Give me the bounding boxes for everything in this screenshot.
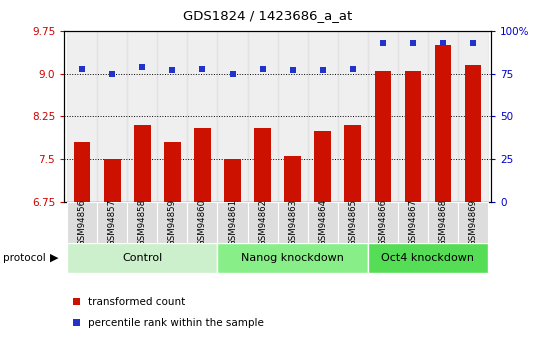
Bar — [368, 202, 398, 243]
Bar — [405, 71, 421, 202]
Point — [258, 66, 267, 71]
Bar — [428, 31, 458, 202]
Bar — [127, 202, 157, 243]
Bar — [224, 159, 241, 202]
Text: transformed count: transformed count — [88, 297, 185, 307]
Point — [168, 68, 177, 73]
Bar — [218, 243, 368, 273]
Bar — [398, 202, 428, 243]
Bar — [368, 31, 398, 202]
Bar — [218, 202, 248, 243]
Text: GSM94860: GSM94860 — [198, 199, 207, 246]
Text: GSM94857: GSM94857 — [108, 199, 117, 246]
Bar — [285, 156, 301, 202]
Bar — [398, 31, 428, 202]
Bar — [248, 202, 278, 243]
Bar — [458, 31, 488, 202]
Bar — [157, 202, 187, 243]
Point — [348, 66, 357, 71]
Bar — [127, 31, 157, 202]
Bar — [307, 202, 338, 243]
Bar — [187, 31, 218, 202]
Bar — [435, 45, 451, 202]
Bar — [97, 31, 127, 202]
Bar — [428, 202, 458, 243]
Text: GSM94863: GSM94863 — [288, 199, 297, 246]
Point — [408, 40, 417, 46]
Text: GDS1824 / 1423686_a_at: GDS1824 / 1423686_a_at — [183, 9, 353, 22]
Text: GSM94858: GSM94858 — [138, 199, 147, 246]
Point — [318, 68, 327, 73]
Text: GSM94869: GSM94869 — [469, 199, 478, 246]
Bar — [164, 142, 181, 202]
Bar — [194, 128, 211, 202]
Bar — [465, 65, 481, 202]
Bar — [314, 131, 331, 202]
Point — [288, 68, 297, 73]
Text: GSM94865: GSM94865 — [348, 199, 357, 246]
Text: Control: Control — [122, 253, 162, 263]
Bar — [338, 202, 368, 243]
Bar — [307, 31, 338, 202]
Bar — [67, 202, 97, 243]
Point — [228, 71, 237, 77]
Bar — [338, 31, 368, 202]
Text: Nanog knockdown: Nanog knockdown — [241, 253, 344, 263]
Text: GSM94868: GSM94868 — [439, 199, 448, 246]
Text: GSM94864: GSM94864 — [318, 199, 327, 246]
Bar — [344, 125, 361, 202]
Text: GSM94859: GSM94859 — [168, 199, 177, 246]
Text: ▶: ▶ — [50, 253, 59, 263]
Bar — [374, 71, 391, 202]
Bar — [254, 128, 271, 202]
Bar — [67, 243, 218, 273]
Point — [378, 40, 387, 46]
Text: percentile rank within the sample: percentile rank within the sample — [88, 318, 264, 328]
Bar — [278, 31, 307, 202]
Bar — [67, 31, 97, 202]
Text: GSM94856: GSM94856 — [78, 199, 86, 246]
Point — [138, 64, 147, 70]
Point — [78, 66, 86, 71]
Bar — [248, 31, 278, 202]
Text: GSM94862: GSM94862 — [258, 199, 267, 246]
Point — [439, 40, 448, 46]
Bar — [458, 202, 488, 243]
Bar — [368, 243, 488, 273]
Bar — [104, 159, 121, 202]
Text: GSM94866: GSM94866 — [378, 199, 387, 246]
Bar — [97, 202, 127, 243]
Point — [469, 40, 478, 46]
Bar — [278, 202, 307, 243]
Bar — [187, 202, 218, 243]
Bar — [134, 125, 151, 202]
Bar — [157, 31, 187, 202]
Point — [108, 71, 117, 77]
Text: GSM94861: GSM94861 — [228, 199, 237, 246]
Text: Oct4 knockdown: Oct4 knockdown — [382, 253, 474, 263]
Text: GSM94867: GSM94867 — [408, 199, 417, 246]
Bar — [74, 142, 90, 202]
Point — [198, 66, 207, 71]
Bar — [218, 31, 248, 202]
Text: protocol: protocol — [3, 253, 46, 263]
